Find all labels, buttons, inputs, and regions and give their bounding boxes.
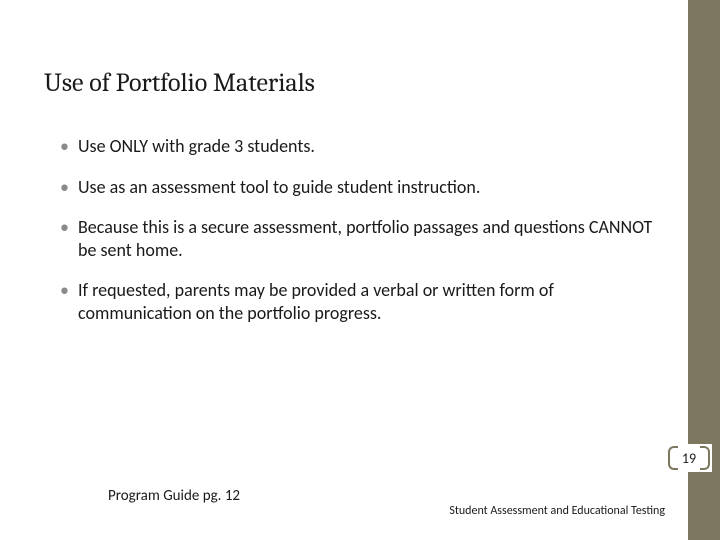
slide-title: Use of Portfolio Materials: [44, 68, 315, 98]
footer-reference: Program Guide pg. 12: [108, 487, 240, 505]
page-number-badge: 19: [666, 444, 712, 472]
page-number: 19: [682, 450, 696, 467]
bullet-item: Use as an assessment tool to guide stude…: [60, 176, 660, 199]
bullet-list: Use ONLY with grade 3 students. Use as a…: [60, 135, 660, 342]
footer-department: Student Assessment and Educational Testi…: [449, 504, 665, 518]
bullet-item: Use ONLY with grade 3 students.: [60, 135, 660, 158]
bracket-right-icon: [700, 446, 710, 470]
bullet-item: Because this is a secure assessment, por…: [60, 216, 660, 261]
bracket-left-icon: [668, 446, 678, 470]
bullet-item: If requested, parents may be provided a …: [60, 279, 660, 324]
